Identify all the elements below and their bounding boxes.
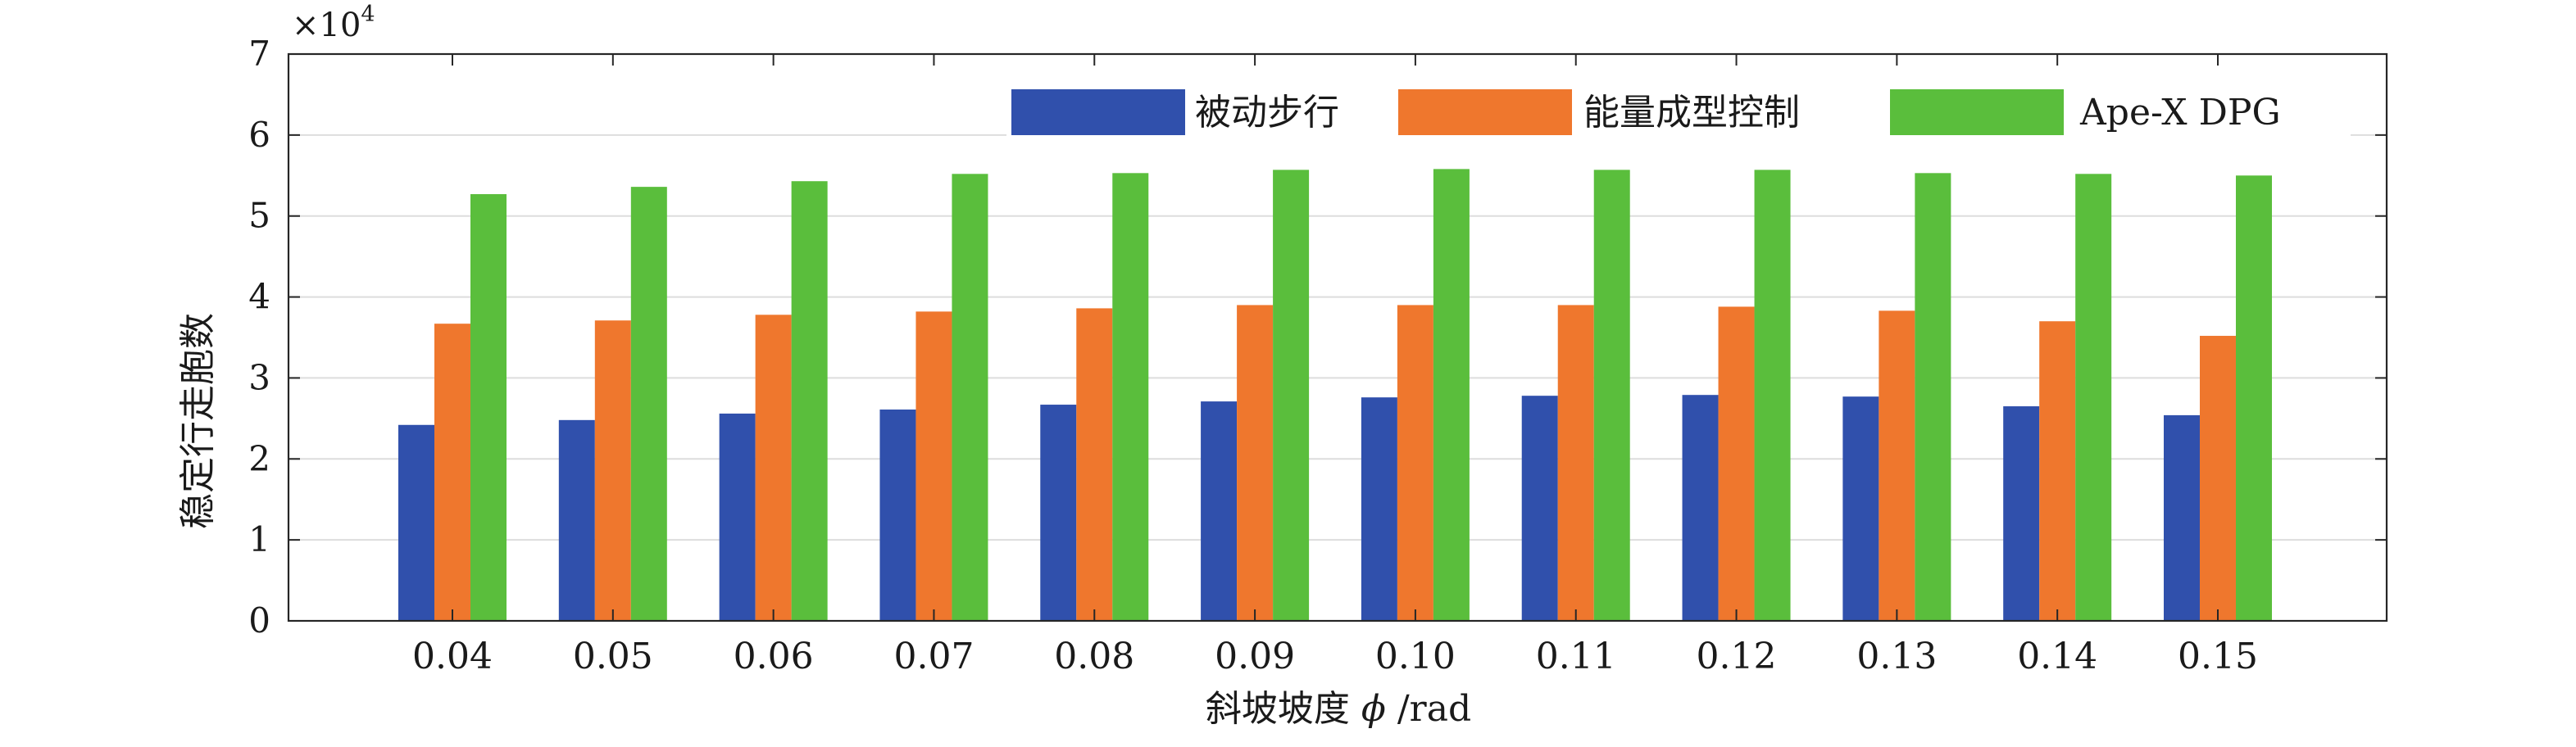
bar-2-0.13 (1879, 310, 1915, 621)
x-tick-label: 0.09 (1215, 636, 1295, 677)
bar-1-0.10 (1361, 397, 1397, 621)
bar-1-0.12 (1682, 395, 1719, 621)
x-axis-label-symbol: ϕ (1361, 688, 1386, 730)
x-axis-label-text: 斜坡坡度 (1206, 688, 1350, 730)
bar-2-0.09 (1237, 305, 1274, 621)
bar-2-0.05 (594, 320, 631, 621)
bar-1-0.14 (2003, 406, 2040, 621)
y-tick-label: 1 (248, 519, 270, 559)
bar-2-0.11 (1557, 305, 1594, 621)
bar-3-0.14 (2075, 174, 2112, 621)
plot-frame (287, 52, 2388, 622)
bar-3-0.09 (1273, 170, 1310, 621)
x-axis-label: 斜坡坡度 ϕ /rad (1206, 688, 1471, 730)
axis-ticks (288, 53, 2387, 622)
bar-3-0.11 (1593, 170, 1630, 621)
bar-1-0.05 (558, 419, 595, 621)
bar-3-0.05 (630, 187, 667, 621)
y-tick-label: 7 (248, 34, 270, 74)
legend-label-3: Ape-X DPG (2079, 92, 2281, 134)
x-tick-label: 0.07 (893, 636, 974, 677)
x-axis-label-unit: /rad (1397, 688, 1471, 730)
bar-2-0.14 (2039, 321, 2076, 621)
bar-3-0.10 (1433, 169, 1470, 621)
bar-2-0.12 (1718, 306, 1755, 621)
bar-2-0.10 (1397, 305, 1433, 621)
legend-swatch-1 (1011, 89, 1185, 135)
legend-label-2: 能量成型控制 (1583, 92, 1800, 134)
bar-2-0.06 (755, 315, 792, 621)
legend-box (1006, 86, 2351, 138)
bar-1-0.04 (398, 424, 434, 621)
x-tick-label: 0.04 (412, 636, 493, 677)
bar-2-0.15 (2200, 336, 2236, 621)
bar-1-0.07 (879, 409, 916, 621)
bar-3-0.13 (1915, 173, 1951, 621)
y-tick-label: 3 (248, 357, 270, 397)
x-tick-label: 0.15 (2178, 636, 2258, 677)
bar-1-0.13 (1842, 396, 1879, 621)
bar-1-0.09 (1201, 401, 1238, 621)
bar-3-0.08 (1112, 173, 1149, 621)
x-tick-label: 0.10 (1375, 636, 1456, 677)
x-tick-label: 0.14 (2017, 636, 2097, 677)
x-tick-labels: 0.04 0.05 0.06 0.07 0.08 0.09 0.10 0.11 0.12 0.13… (412, 636, 2258, 677)
bar-3-0.07 (952, 174, 988, 621)
bar-1-0.08 (1040, 405, 1077, 621)
x-tick-label: 0.05 (573, 636, 653, 677)
bar-2-0.04 (434, 324, 470, 621)
legend-swatch-3 (1890, 89, 2064, 135)
bars (398, 169, 2272, 622)
bar-2-0.08 (1076, 308, 1113, 621)
bar-3-0.06 (791, 181, 828, 622)
bar-1-0.06 (719, 413, 756, 621)
y-tick-label: 5 (248, 196, 270, 236)
legend-label-1: 被动步行 (1195, 92, 1339, 134)
x-tick-label: 0.12 (1697, 636, 1777, 677)
bar-1-0.15 (2164, 414, 2200, 621)
x-tick-label: 0.13 (1856, 636, 1937, 677)
y-tick-label: 4 (248, 277, 270, 317)
scale-exponent: 4 (361, 2, 375, 27)
bar-2-0.07 (915, 311, 952, 621)
bar-3-0.15 (2236, 175, 2272, 622)
y-tick-label: 2 (248, 438, 270, 478)
y-tick-label: 0 (248, 600, 270, 641)
x-tick-label: 0.08 (1054, 636, 1134, 677)
legend-swatch-2 (1398, 89, 1572, 135)
legend: 被动步行 能量成型控制 Ape-X DPG (1006, 86, 2351, 138)
y-tick-label: 6 (248, 115, 270, 155)
y-tick-labels: 0 1 2 3 4 5 6 7 (248, 34, 270, 641)
bar-3-0.04 (470, 194, 507, 622)
bar-1-0.11 (1521, 396, 1558, 621)
scale-base: ×10 (292, 7, 361, 44)
bar-3-0.12 (1754, 170, 1791, 621)
y-scale-factor: ×104 (292, 2, 375, 44)
x-tick-label: 0.11 (1536, 636, 1616, 677)
y-axis-label: 稳定行走胞数 (177, 313, 219, 529)
x-tick-label: 0.06 (734, 636, 814, 677)
